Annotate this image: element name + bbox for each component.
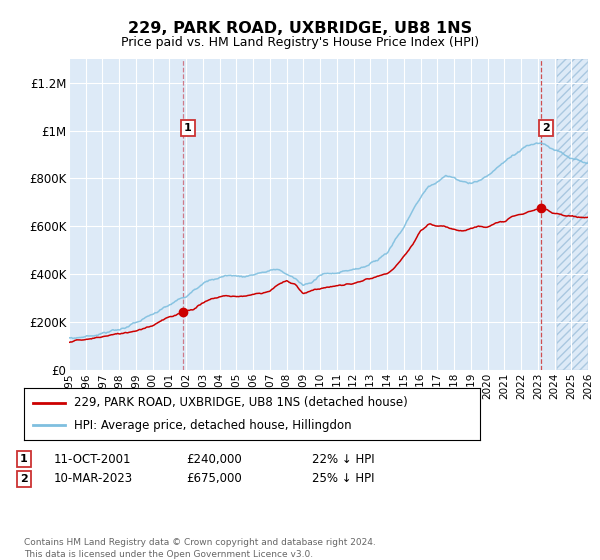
Text: Price paid vs. HM Land Registry's House Price Index (HPI): Price paid vs. HM Land Registry's House … bbox=[121, 36, 479, 49]
Bar bbox=[557, 59, 588, 370]
Text: HPI: Average price, detached house, Hillingdon: HPI: Average price, detached house, Hill… bbox=[74, 419, 352, 432]
Text: 2: 2 bbox=[542, 123, 550, 133]
Text: £675,000: £675,000 bbox=[186, 472, 242, 486]
Text: 229, PARK ROAD, UXBRIDGE, UB8 1NS (detached house): 229, PARK ROAD, UXBRIDGE, UB8 1NS (detac… bbox=[74, 396, 408, 409]
Text: Contains HM Land Registry data © Crown copyright and database right 2024.
This d: Contains HM Land Registry data © Crown c… bbox=[24, 538, 376, 559]
Text: 11-OCT-2001: 11-OCT-2001 bbox=[54, 452, 131, 466]
Text: 10-MAR-2023: 10-MAR-2023 bbox=[54, 472, 133, 486]
Text: £240,000: £240,000 bbox=[186, 452, 242, 466]
Text: 1: 1 bbox=[20, 454, 28, 464]
Text: 1: 1 bbox=[184, 123, 191, 133]
Text: 25% ↓ HPI: 25% ↓ HPI bbox=[312, 472, 374, 486]
Text: 22% ↓ HPI: 22% ↓ HPI bbox=[312, 452, 374, 466]
Text: 2: 2 bbox=[20, 474, 28, 484]
Text: 229, PARK ROAD, UXBRIDGE, UB8 1NS: 229, PARK ROAD, UXBRIDGE, UB8 1NS bbox=[128, 21, 472, 36]
